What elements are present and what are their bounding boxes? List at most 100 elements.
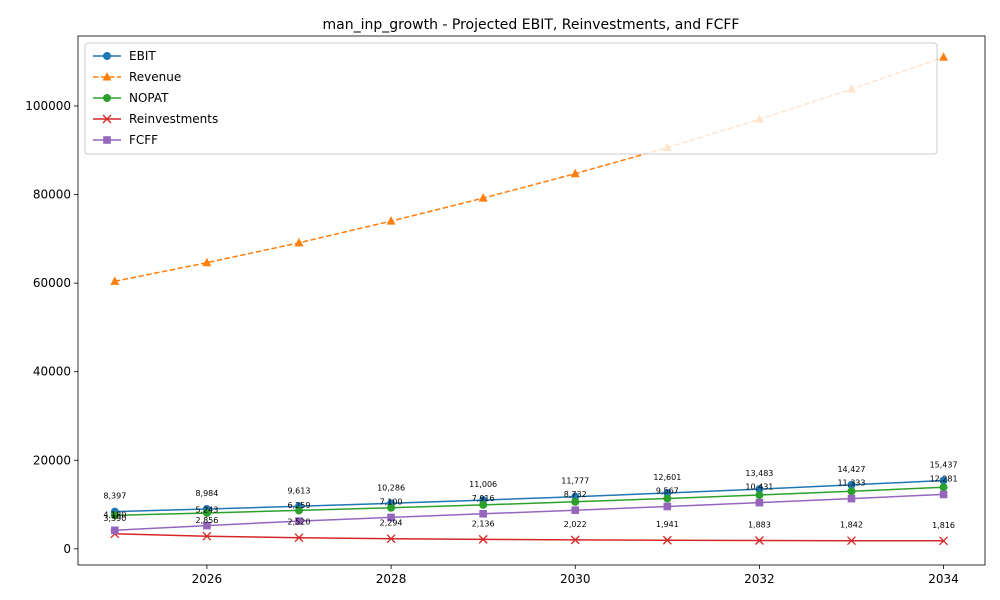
point-reinvestments-2028-stroke-b [386, 534, 396, 544]
y-tick-label-20000: 20000 [33, 453, 71, 467]
point-nopat-2033 [847, 487, 856, 496]
x-tick-label-2028: 2028 [376, 572, 407, 586]
legend-box [84, 42, 938, 155]
point-fcff-2028 [387, 513, 395, 522]
point-reinvestments-2032 [754, 536, 764, 545]
point-reinvestments-2030-stroke-b [570, 535, 580, 545]
point-reinvestments-2034-stroke-b [939, 536, 949, 546]
y-tick-label-60000: 60000 [33, 276, 71, 290]
point-fcff-2027 [295, 517, 303, 525]
series-fcff [111, 490, 948, 535]
point-fcff-2034 [939, 490, 948, 499]
data-label-ebit-2025: 8,397 [103, 492, 126, 501]
point-nopat-2030 [571, 497, 580, 506]
x-tick-label-2030: 2030 [560, 572, 591, 586]
series-line-ebit [114, 479, 944, 513]
point-reinvestments-2026-stroke-b [202, 531, 212, 541]
point-reinvestments-2029-stroke-b [478, 534, 488, 544]
data-label-reinvestments-2033: 1,842 [840, 521, 863, 530]
legend-item-reinvestments: Reinvestments [93, 112, 218, 126]
data-label-ebit-2029: 11,006 [469, 480, 497, 489]
point-nopat-2028 [387, 503, 396, 512]
point-reinvestments-2027 [294, 533, 304, 543]
point-fcff-2032 [755, 498, 764, 507]
data-label-ebit-2030: 11,777 [561, 477, 589, 486]
series-nopat [110, 483, 948, 520]
series-layer [110, 52, 949, 546]
data-label-reinvestments-2030: 2,022 [564, 520, 587, 529]
point-reinvestments-2027-stroke-b [294, 533, 304, 543]
point-reinvestments-2030 [570, 535, 580, 545]
y-tick-label-0: 0 [63, 542, 71, 556]
point-reinvestments-2032-stroke-b [754, 536, 764, 545]
y-tick-label-40000: 40000 [33, 365, 71, 379]
x-tick-label-2026: 2026 [192, 572, 223, 586]
data-label-fcff-2029: 7,916 [472, 494, 495, 503]
point-revenue-2028 [386, 216, 396, 225]
y-tick-label-100000: 100000 [25, 99, 71, 113]
point-nopat-2034 [939, 483, 948, 492]
data-label-reinvestments-2028: 2,294 [380, 519, 403, 528]
series-line-reinvestments [114, 533, 944, 542]
point-reinvestments-2026 [202, 531, 212, 541]
legend-marker-revenue [102, 72, 112, 81]
data-label-ebit-2031: 12,601 [653, 473, 681, 482]
legend-label-nopat: NOPAT [129, 91, 169, 105]
series-reinvestments [110, 529, 949, 546]
data-label-reinvestments-2032: 1,883 [748, 520, 771, 529]
chart-title: man_inp_growth - Projected EBIT, Reinves… [323, 17, 740, 33]
point-reinvestments-2028 [386, 534, 396, 544]
legend-marker-fcff [103, 136, 111, 144]
data-label-reinvestments-2031: 1,941 [656, 520, 679, 529]
data-label-fcff-2030: 8,732 [564, 490, 587, 499]
point-fcff-2026 [203, 521, 211, 530]
legend-marker-reinvestments-stroke-b [102, 114, 112, 124]
point-revenue-2034 [939, 52, 949, 61]
point-ebit-2034 [939, 476, 948, 485]
point-revenue-2030 [570, 168, 580, 178]
legend-label-reinvestments: Reinvestments [129, 112, 218, 126]
legend-marker-ebit [103, 52, 111, 60]
series-line-nopat [114, 486, 944, 517]
point-nopat-2026 [202, 508, 211, 517]
point-reinvestments-2033-stroke-b [847, 536, 856, 546]
x-tick-label-2032: 2032 [744, 572, 775, 586]
point-ebit-2032 [755, 485, 764, 494]
data-label-fcff-2028: 7,100 [380, 497, 403, 506]
x-tick-label-2034: 2034 [928, 572, 959, 586]
data-label-ebit-2027: 9,613 [288, 486, 311, 495]
data-label-fcff-2026: 5,243 [195, 506, 218, 515]
point-nopat-2027 [294, 506, 303, 515]
point-reinvestments-2034 [939, 536, 949, 546]
axes-frame [77, 35, 986, 566]
point-nopat-2032 [755, 491, 764, 500]
data-labels: 8,397 8,984 9,613 10,286 11,006 11,777 12,601 1… [103, 460, 957, 529]
point-nopat-2029 [479, 500, 488, 509]
data-label-ebit-2028: 10,286 [377, 483, 405, 492]
point-reinvestments-2033 [847, 536, 856, 546]
data-label-ebit-2032: 13,483 [745, 469, 773, 478]
point-revenue-2025 [110, 276, 120, 285]
point-nopat-2025 [110, 511, 119, 520]
data-label-reinvestments-2025: 3,390 [103, 514, 126, 523]
data-label-fcff-2025: 4,180 [103, 510, 126, 519]
data-label-reinvestments-2027: 2,520 [288, 518, 311, 527]
series-line-fcff [114, 493, 944, 532]
data-label-reinvestments-2029: 2,136 [472, 519, 495, 528]
legend-label-revenue: Revenue [129, 70, 181, 84]
data-label-fcff-2034: 12,281 [930, 474, 958, 483]
data-label-reinvestments-2026: 2,856 [195, 516, 218, 525]
point-ebit-2033 [847, 480, 856, 489]
point-fcff-2033 [847, 494, 856, 503]
legend-item-fcff: FCFF [93, 133, 158, 147]
point-reinvestments-2029 [478, 534, 488, 544]
point-revenue-2027 [294, 237, 304, 247]
point-revenue-2026 [202, 257, 212, 267]
point-ebit-2031 [663, 489, 672, 498]
point-fcff-2030 [571, 506, 580, 514]
point-nopat-2031 [663, 494, 672, 503]
point-fcff-2025 [111, 526, 119, 535]
point-fcff-2029 [479, 509, 487, 518]
axis-ticks: 2026 2028 2030 2032 2034 0 20000 40000 60000 8000… [25, 99, 959, 586]
